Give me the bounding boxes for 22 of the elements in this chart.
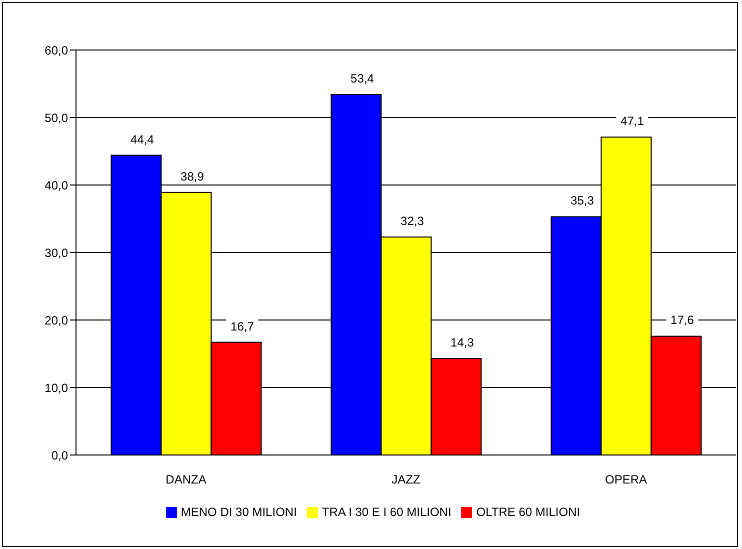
x-tick-label: OPERA <box>604 472 648 487</box>
y-tick-label: 10,0 <box>44 380 68 395</box>
y-tick-label: 60,0 <box>44 43 68 58</box>
y-tick-label: 50,0 <box>44 110 68 125</box>
x-tick-label: DANZA <box>166 472 206 487</box>
data-label: 14,3 <box>450 335 474 350</box>
y-tick-label: 40,0 <box>44 178 68 192</box>
data-label: 53,4 <box>350 72 374 86</box>
y-tick-label: 30,0 <box>44 246 68 260</box>
y-tick-label: 20,0 <box>44 313 68 328</box>
data-label: 44,4 <box>130 132 154 146</box>
data-label: 32,3 <box>400 214 424 228</box>
x-tick-label: JAZZ <box>392 472 420 487</box>
data-label: 16,7 <box>230 319 254 334</box>
data-label: 38,9 <box>180 169 204 184</box>
data-label: 47,1 <box>620 114 644 128</box>
legend-label: MENO DI 30 MILIONI <box>180 505 297 519</box>
y-tick-label: 0,0 <box>51 448 68 462</box>
data-label: 17,6 <box>670 313 694 328</box>
legend-label: TRA I 30 E I 60 MILIONI <box>322 505 452 519</box>
legend-label: OLTRE 60 MILIONI <box>476 505 580 519</box>
data-label: 35,3 <box>570 194 594 208</box>
